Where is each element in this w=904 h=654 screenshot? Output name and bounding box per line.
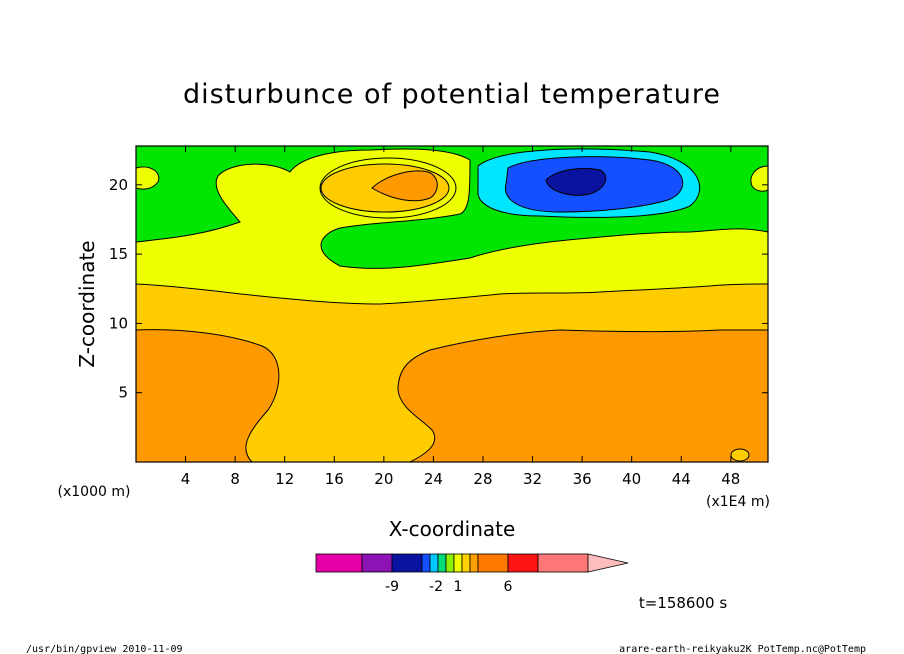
colorbar: -9 -2 1 6 [315,553,629,595]
colorbar-bin-4 [429,553,439,573]
colorbar-bin-6 [445,553,455,573]
x-tick-label-3: 16 [325,470,344,488]
colorbar-bin-10 [477,553,509,573]
y-axis-label: Z-coordinate [75,240,99,367]
y-tick-label-2: 15 [109,245,128,263]
chart-title: disturbunce of potential temperature [183,79,721,110]
warm-maximum [371,170,438,202]
x-tick-label-1: 8 [230,470,240,488]
colorbar-bin-0 [315,553,363,573]
x-axis-label: X-coordinate [389,517,516,541]
x-unit-label: (x1E4 m) [706,494,770,510]
footer-right: arare-earth-reikyaku2K_PotTemp.nc@PotTem… [619,644,866,654]
colorbar-bin-2 [391,553,423,573]
colorbar-arrow [587,553,629,573]
colorbar-bin-11 [507,553,539,573]
x-tick-label-7: 32 [523,470,542,488]
x-tick-label-11: 48 [721,470,740,488]
colorbar-label-3: 6 [504,579,513,595]
colorbar-bin-8 [461,553,471,573]
plot-area [135,145,769,463]
cold-contour-inner [545,167,607,196]
x-tick-label-0: 4 [181,470,191,488]
colorbar-bin-3 [421,553,431,573]
x-tick-label-9: 40 [622,470,641,488]
x-tick-label-10: 44 [672,470,691,488]
y-tick-label-3: 20 [109,176,128,194]
x-tick-label-8: 36 [573,470,592,488]
footer-left: /usr/bin/gpview 2010-11-09 [26,644,183,654]
x-tick-label-5: 24 [424,470,443,488]
colorbar-label-1: -2 [429,579,443,595]
x-axis: 4 8 12 16 20 24 28 32 36 40 44 48 [181,146,740,488]
y-axis: 5 10 15 20 [109,176,768,402]
plot-frame [135,145,769,463]
contour-region-yellow-left-edge [136,166,160,190]
y-tick-label-0: 5 [118,384,128,402]
small-blob [730,448,750,462]
time-label: t=158600 s [639,594,727,612]
x-tick-label-4: 20 [374,470,393,488]
contour-region-orange [136,329,768,462]
colorbar-label-2: 1 [454,579,463,595]
colorbar-bin-12 [537,553,589,573]
y-tick-label-1: 10 [109,314,128,332]
colorbar-bin-9 [469,553,479,573]
y-unit-label: (x1000 m) [58,484,131,500]
x-tick-label-2: 12 [275,470,294,488]
colorbar-bin-1 [361,553,393,573]
x-tick-label-6: 28 [473,470,492,488]
colorbar-bin-5 [437,553,447,573]
colorbar-bin-7 [453,553,463,573]
colorbar-label-0: -9 [385,579,399,595]
